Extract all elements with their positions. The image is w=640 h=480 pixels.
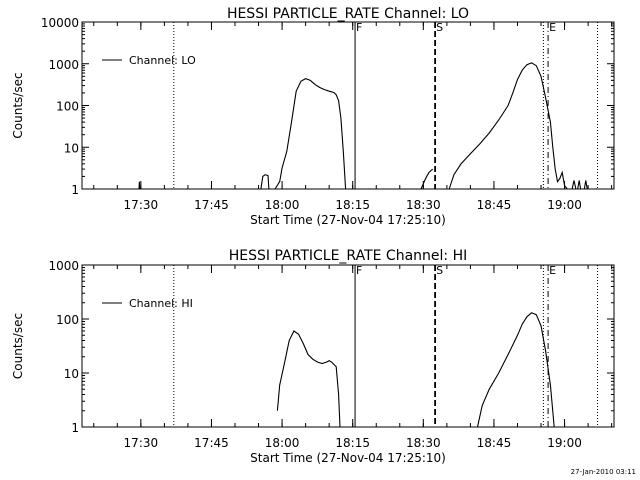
x-tick-label: 17:30 [124, 436, 159, 450]
chart-title: HESSI PARTICLE_RATE Channel: HI [229, 248, 467, 264]
x-tick-label: 17:45 [194, 436, 229, 450]
marker-label: S [436, 21, 443, 34]
y-tick-label: 1000 [48, 259, 79, 273]
x-axis-label: Start Time (27-Nov-04 17:25:10) [250, 451, 446, 465]
y-tick-label: 10000 [41, 16, 79, 30]
x-tick-label: 18:15 [335, 198, 370, 212]
x-tick-label: 18:30 [406, 436, 441, 450]
y-tick-label: 100 [56, 100, 79, 114]
y-tick-label: 1 [71, 421, 79, 435]
series-line [138, 181, 141, 190]
marker-label: S [436, 264, 443, 277]
marker-label: F [356, 21, 362, 34]
panel-lo: HESSI PARTICLE_RATE Channel: LO 1 10 100 100… [11, 6, 615, 227]
marker-label: E [549, 21, 556, 34]
y-tick-label: 10 [64, 367, 79, 381]
x-tick-label: 18:15 [335, 436, 370, 450]
plot-frame [81, 264, 615, 428]
x-tick-label: 18:45 [477, 198, 512, 212]
series-line [476, 312, 555, 428]
y-tick-label: 100 [56, 313, 79, 327]
x-tick-label: 18:00 [265, 198, 300, 212]
legend-entry: Channel: LO [129, 54, 196, 67]
series-line [448, 62, 588, 190]
x-tick-label: 17:45 [194, 198, 229, 212]
footer-timestamp: 27-Jan-2010 03:11 [571, 468, 636, 476]
y-axis-label: Counts/sec [11, 313, 25, 379]
x-tick-label: 17:30 [124, 198, 159, 212]
x-tick-label: 19:00 [547, 436, 582, 450]
panel-hi: HESSI PARTICLE_RATE Channel: HI 1 10 100 100… [11, 248, 615, 465]
y-tick-label: 1 [71, 183, 79, 197]
marker-label: F [356, 264, 362, 277]
series-line [260, 77, 347, 190]
x-tick-label: 18:00 [265, 436, 300, 450]
y-tick-label: 10 [64, 141, 79, 155]
series-line [276, 330, 341, 428]
legend-entry: Channel: HI [129, 297, 193, 310]
series-line [420, 168, 434, 190]
x-tick-label: 18:30 [406, 198, 441, 212]
chart-title: HESSI PARTICLE_RATE Channel: LO [227, 6, 469, 22]
x-tick-label: 19:00 [547, 198, 582, 212]
x-tick-label: 18:45 [477, 436, 512, 450]
plot-frame [81, 21, 615, 190]
x-axis-label: Start Time (27-Nov-04 17:25:10) [250, 213, 446, 227]
marker-label: E [549, 264, 556, 277]
y-tick-label: 1000 [48, 58, 79, 72]
y-axis-label: Counts/sec [11, 72, 25, 138]
